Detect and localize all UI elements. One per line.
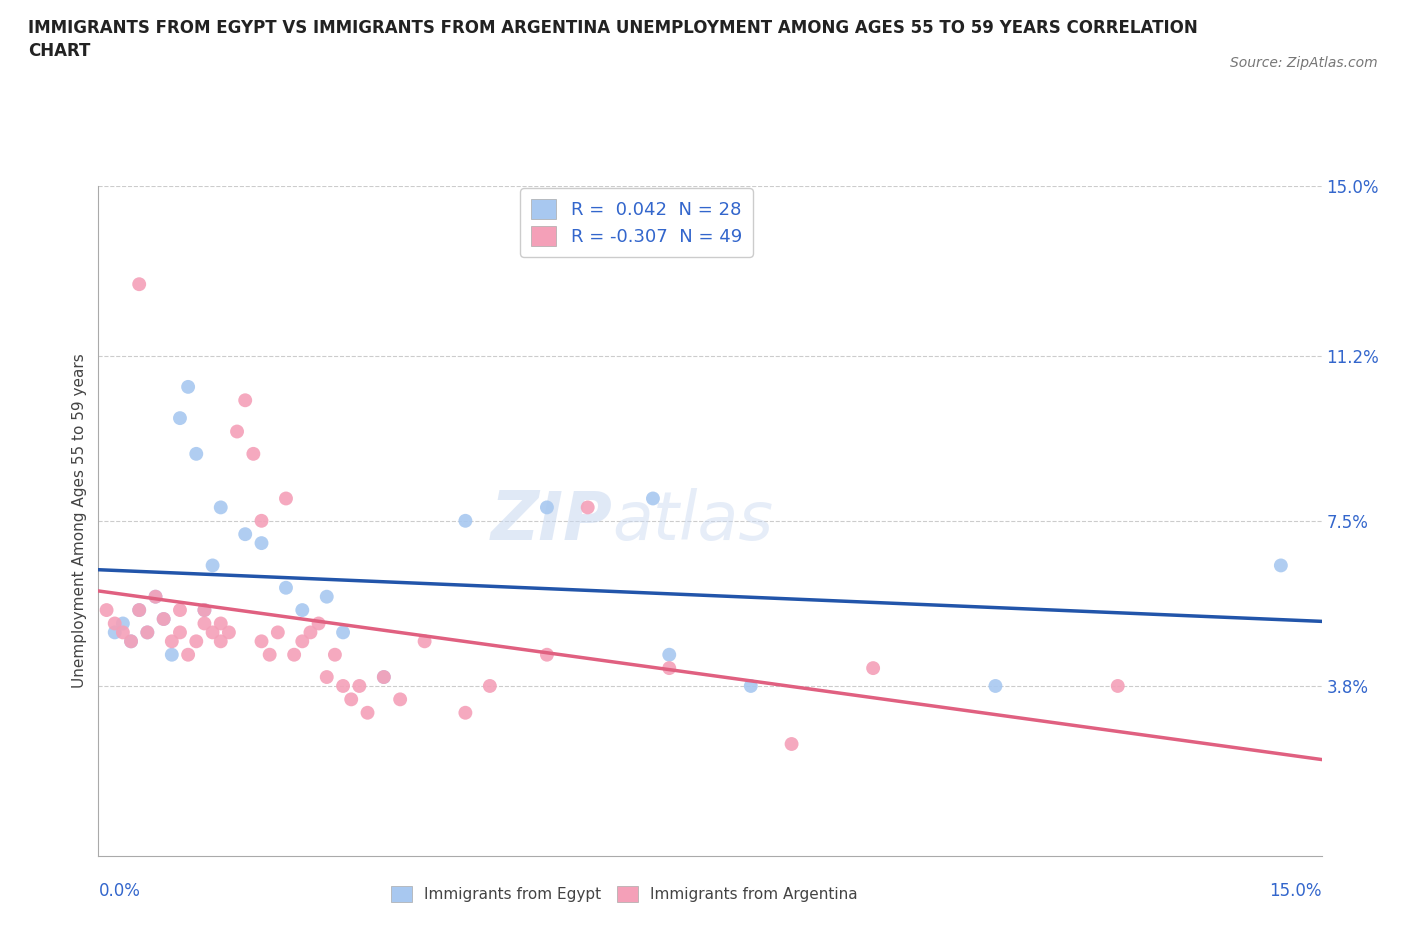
Point [356, 705, 378, 720]
Point [177, 379, 200, 394]
Point [413, 634, 436, 649]
Point [780, 737, 803, 751]
Point [111, 616, 134, 631]
Text: IMMIGRANTS FROM EGYPT VS IMMIGRANTS FROM ARGENTINA UNEMPLOYMENT AMONG AGES 55 TO: IMMIGRANTS FROM EGYPT VS IMMIGRANTS FROM… [28, 19, 1198, 60]
Point [340, 692, 363, 707]
Point [128, 603, 150, 618]
Point [152, 612, 174, 627]
Point [389, 692, 412, 707]
Point [226, 424, 249, 439]
Point [186, 634, 208, 649]
Point [291, 634, 314, 649]
Point [332, 679, 354, 694]
Point [193, 616, 215, 631]
Point [1107, 679, 1129, 694]
Point [984, 679, 1007, 694]
Point [283, 647, 305, 662]
Point [136, 625, 159, 640]
Point [218, 625, 240, 640]
Text: 15.0%: 15.0% [1270, 883, 1322, 900]
Point [1270, 558, 1292, 573]
Point [536, 500, 558, 515]
Text: 0.0%: 0.0% [98, 883, 141, 900]
Point [96, 603, 118, 618]
Point [740, 679, 762, 694]
Point [315, 670, 337, 684]
Point [373, 670, 395, 684]
Point [291, 603, 314, 618]
Point [315, 590, 337, 604]
Point [250, 513, 273, 528]
Point [169, 625, 191, 640]
Point [233, 392, 256, 407]
Point [641, 491, 664, 506]
Point [177, 647, 200, 662]
Point [332, 625, 354, 640]
Point [169, 603, 191, 618]
Point [233, 526, 256, 541]
Point [454, 705, 477, 720]
Text: Source: ZipAtlas.com: Source: ZipAtlas.com [1230, 56, 1378, 70]
Point [373, 670, 395, 684]
Point [104, 625, 127, 640]
Point [478, 679, 501, 694]
Point [120, 634, 142, 649]
Point [128, 277, 150, 292]
Point [201, 625, 224, 640]
Point [454, 513, 477, 528]
Point [160, 634, 183, 649]
Point [576, 500, 599, 515]
Point [209, 634, 232, 649]
Point [209, 616, 232, 631]
Point [267, 625, 290, 640]
Point [111, 625, 134, 640]
Point [242, 446, 264, 461]
Point [250, 634, 273, 649]
Point [186, 446, 208, 461]
Point [862, 660, 884, 675]
Point [323, 647, 346, 662]
Point [193, 603, 215, 618]
Text: atlas: atlas [612, 488, 773, 553]
Point [145, 590, 167, 604]
Point [145, 590, 167, 604]
Point [128, 603, 150, 618]
Point [136, 625, 159, 640]
Point [658, 660, 681, 675]
Point [120, 634, 142, 649]
Point [209, 500, 232, 515]
Point [201, 558, 224, 573]
Text: ZIP: ZIP [491, 488, 612, 553]
Point [152, 612, 174, 627]
Point [536, 647, 558, 662]
Y-axis label: Unemployment Among Ages 55 to 59 years: Unemployment Among Ages 55 to 59 years [72, 353, 87, 688]
Point [169, 411, 191, 426]
Legend: Immigrants from Egypt, Immigrants from Argentina: Immigrants from Egypt, Immigrants from A… [385, 880, 865, 909]
Point [349, 679, 371, 694]
Point [259, 647, 281, 662]
Point [274, 580, 297, 595]
Point [658, 647, 681, 662]
Point [104, 616, 127, 631]
Point [250, 536, 273, 551]
Point [193, 603, 215, 618]
Point [308, 616, 330, 631]
Point [274, 491, 297, 506]
Point [299, 625, 322, 640]
Point [160, 647, 183, 662]
